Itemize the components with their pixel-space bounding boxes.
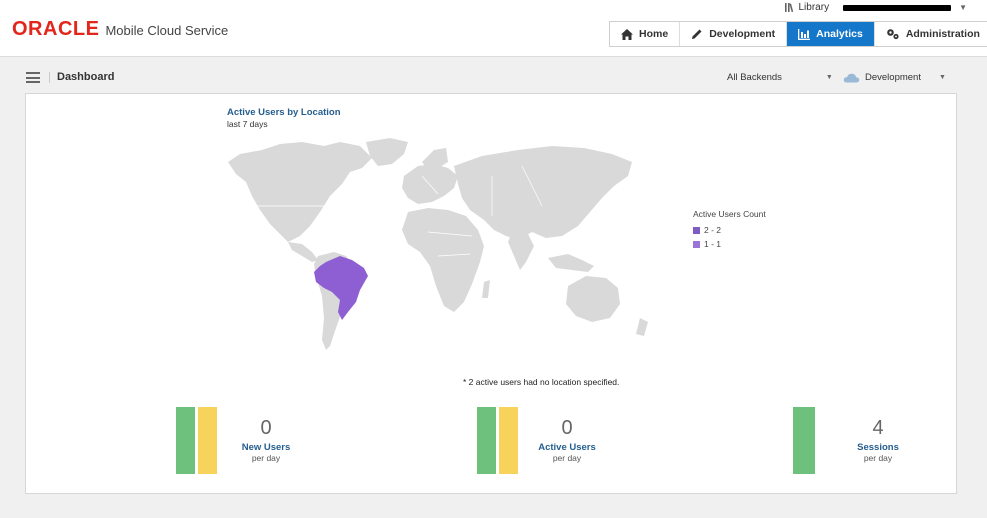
map-title: Active Users by Location: [227, 107, 341, 118]
southeast-asia-islands: [548, 254, 594, 272]
main-nav: Home Development Analytics: [609, 21, 987, 47]
oracle-logo: ORACLE: [12, 18, 100, 40]
tab-label: Administration: [905, 28, 980, 40]
tab-development[interactable]: Development: [680, 22, 788, 46]
environment-select[interactable]: Development ▼: [843, 72, 946, 83]
new-zealand-landmass: [636, 318, 648, 336]
metric-sub: per day: [251, 453, 281, 463]
chevron-down-icon: ▼: [938, 74, 946, 81]
metric-label: Active Users: [538, 442, 596, 453]
africa-landmass: [402, 208, 484, 312]
sub-header: Dashboard All Backends ▼ Development ▼: [0, 60, 987, 94]
top-header: ORACLE Mobile Cloud Service Library ▼ Ho…: [0, 0, 987, 57]
metric-value: 4: [872, 417, 884, 439]
metric-bar-green: [176, 407, 195, 474]
menu-icon[interactable]: [26, 72, 40, 83]
metric-bar-yellow: [499, 407, 518, 474]
legend-title: Active Users Count: [693, 209, 766, 219]
metric-bar-yellow: [198, 407, 217, 474]
page-title: Dashboard: [57, 71, 115, 83]
library-icon: [784, 3, 793, 12]
user-menu-caret-icon[interactable]: ▼: [959, 3, 967, 12]
tab-home[interactable]: Home: [610, 22, 681, 46]
metric-sub: per day: [863, 453, 893, 463]
map-legend: Active Users Count 2 - 2 1 - 1: [693, 209, 766, 253]
metric-bar-green: [477, 407, 496, 474]
user-name-redacted[interactable]: [843, 4, 952, 11]
metric-sub: per day: [552, 453, 582, 463]
legend-item: 2 - 2: [693, 225, 766, 235]
legend-swatch: [693, 240, 700, 248]
legend-label: 2 - 2: [704, 225, 722, 235]
brazil-region[interactable]: [314, 256, 368, 320]
brand[interactable]: ORACLE Mobile Cloud Service: [12, 18, 228, 41]
metric-label: New Users: [241, 442, 291, 453]
metric-value: 0: [561, 417, 573, 439]
country-borders: [252, 165, 543, 257]
cloud-icon: [843, 73, 860, 82]
map-note: * 2 active users had no location specifi…: [463, 377, 620, 387]
tab-label: Home: [639, 28, 669, 40]
pencil-icon: [692, 29, 702, 39]
backend-select[interactable]: All Backends ▼: [727, 72, 833, 83]
map-subtitle: last 7 days: [227, 119, 268, 129]
metric-bar-green: [793, 407, 815, 474]
legend-swatch: [693, 226, 700, 234]
chevron-down-icon: ▼: [825, 74, 833, 81]
bar-chart-icon: [798, 28, 811, 40]
legend-label: 1 - 1: [704, 239, 722, 249]
central-america-landmass: [288, 242, 318, 262]
asia-landmass: [454, 146, 632, 240]
gears-icon: [887, 29, 899, 40]
tab-administration[interactable]: Administration: [875, 22, 987, 46]
india-landmass: [508, 232, 534, 270]
tab-label: Analytics: [816, 28, 863, 40]
australia-landmass: [566, 276, 620, 322]
scandinavia-landmass: [422, 148, 448, 170]
tab-analytics[interactable]: Analytics: [787, 22, 875, 46]
world-map: [228, 138, 648, 350]
legend-item: 1 - 1: [693, 239, 766, 249]
madagascar-landmass: [482, 280, 490, 298]
environment-select-value: Development: [865, 72, 921, 83]
europe-landmass: [402, 164, 458, 204]
product-name: Mobile Cloud Service: [105, 23, 229, 38]
home-icon: [621, 28, 633, 40]
dashboard-panel: Active Users by Location last 7 days: [25, 93, 957, 494]
tab-label: Development: [709, 28, 776, 40]
backend-select-value: All Backends: [727, 72, 782, 83]
greenland-landmass: [366, 138, 408, 166]
metric-value: 0: [260, 417, 272, 439]
utility-bar: Library ▼: [784, 2, 967, 13]
library-label: Library: [798, 2, 830, 13]
divider: [49, 72, 50, 83]
library-link[interactable]: Library: [784, 2, 830, 13]
metric-label: Sessions: [857, 442, 899, 453]
north-america-landmass: [228, 142, 372, 242]
